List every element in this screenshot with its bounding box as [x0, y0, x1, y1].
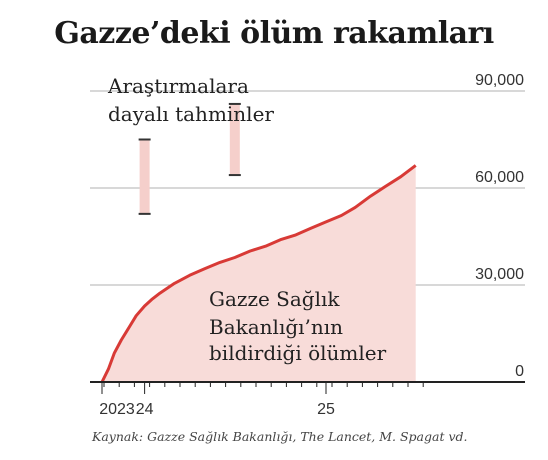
estimates-label-line-1: Araştırmalara [107, 74, 249, 98]
chart-title: Gazze’deki ölüm rakamları [54, 16, 494, 51]
estimate-range-bar [139, 139, 150, 214]
y-tick-label: 30,000 [475, 266, 524, 283]
y-tick-label: 0 [515, 363, 524, 380]
source-note: Kaynak: Gazze Sağlık Bakanlığı, The Lanc… [92, 429, 468, 444]
estimates-label-line-2: dayalı tahminler [108, 102, 274, 126]
estimate-ranges [138, 102, 241, 215]
series-line [100, 164, 417, 383]
y-tick-labels: 0 30,000 60,000 90,000 [475, 72, 524, 380]
area-label-line-1: Gazze Sağlık [209, 287, 340, 311]
x-axis-ticks [101, 382, 424, 394]
area-fill [102, 165, 416, 382]
y-tick-label: 60,000 [475, 169, 524, 186]
y-tick-label: 90,000 [475, 72, 524, 89]
area-label-line-3: bildirdiği ölümler [209, 341, 387, 365]
area-label-line-2: Bakanlığı’nın [209, 315, 343, 339]
x-tick-labels: 2023 24 25 [99, 401, 335, 418]
x-tick-label: 2023 [99, 401, 135, 418]
x-tick-label: 24 [136, 401, 154, 418]
estimate-range-bar [229, 103, 240, 176]
x-tick-label: 25 [317, 401, 335, 418]
